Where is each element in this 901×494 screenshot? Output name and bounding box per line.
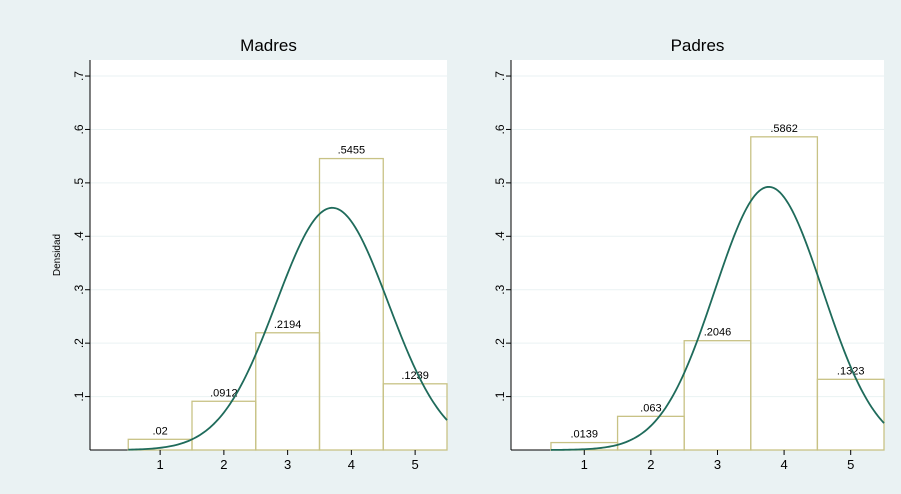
x-tick-label: 1 — [581, 457, 588, 472]
plot-area — [511, 60, 884, 450]
plot-area — [90, 60, 447, 450]
bar-value-label: .1323 — [837, 365, 865, 377]
chart-title: Padres — [671, 36, 725, 55]
x-tick-label: 3 — [714, 457, 721, 472]
bar-value-label: .0912 — [210, 387, 238, 399]
y-tick-label: .5 — [72, 178, 86, 188]
x-tick-label: 5 — [847, 457, 854, 472]
bar-value-label: .5862 — [770, 123, 798, 135]
x-tick-label: 4 — [348, 457, 355, 472]
y-tick-label: .4 — [72, 231, 86, 241]
y-tick-label: .2 — [493, 338, 507, 348]
y-tick-label: .6 — [493, 124, 507, 134]
x-tick-label: 3 — [284, 457, 291, 472]
panel-padres: .1 .2 .3 .4 .5 .6 .7 .0139 .063 .2046 .5862 .1323 1 2… — [493, 36, 885, 472]
y-tick-label: .1 — [493, 391, 507, 401]
bar-value-label: .5455 — [338, 145, 366, 157]
y-tick-label: .2 — [72, 338, 86, 348]
density-curve — [550, 185, 885, 451]
y-tick-label: .1 — [72, 391, 86, 401]
y-tick-label: .3 — [72, 284, 86, 294]
x-tick-label: 2 — [220, 457, 227, 472]
bar-value-label: .0139 — [571, 429, 599, 441]
bar-value-label: .2046 — [704, 327, 732, 339]
y-axis-label: Densidad — [52, 234, 63, 276]
bar-value-label: .1239 — [401, 370, 429, 382]
y-tick-label: .7 — [72, 71, 86, 81]
x-tick-label: 5 — [412, 457, 419, 472]
x-tick-label: 1 — [157, 457, 164, 472]
y-tick-label: .3 — [493, 284, 507, 294]
y-tick-label: .6 — [72, 124, 86, 134]
x-tick-label: 2 — [647, 457, 654, 472]
y-tick-label: .7 — [493, 71, 507, 81]
density-curve — [128, 206, 448, 451]
bar-value-label: .2194 — [274, 319, 302, 331]
x-tick-label: 4 — [780, 457, 787, 472]
y-tick-label: .5 — [493, 178, 507, 188]
y-tick-label: .4 — [493, 231, 507, 241]
bar-value-label: .02 — [152, 425, 167, 437]
chart-title: Madres — [240, 36, 297, 55]
bar-value-label: .063 — [640, 402, 661, 414]
panel-madres: .1 .2 .3 .4 .5 .6 .7 .02 .0912 .2194 .5455 .1239 1 2 3… — [52, 36, 448, 472]
